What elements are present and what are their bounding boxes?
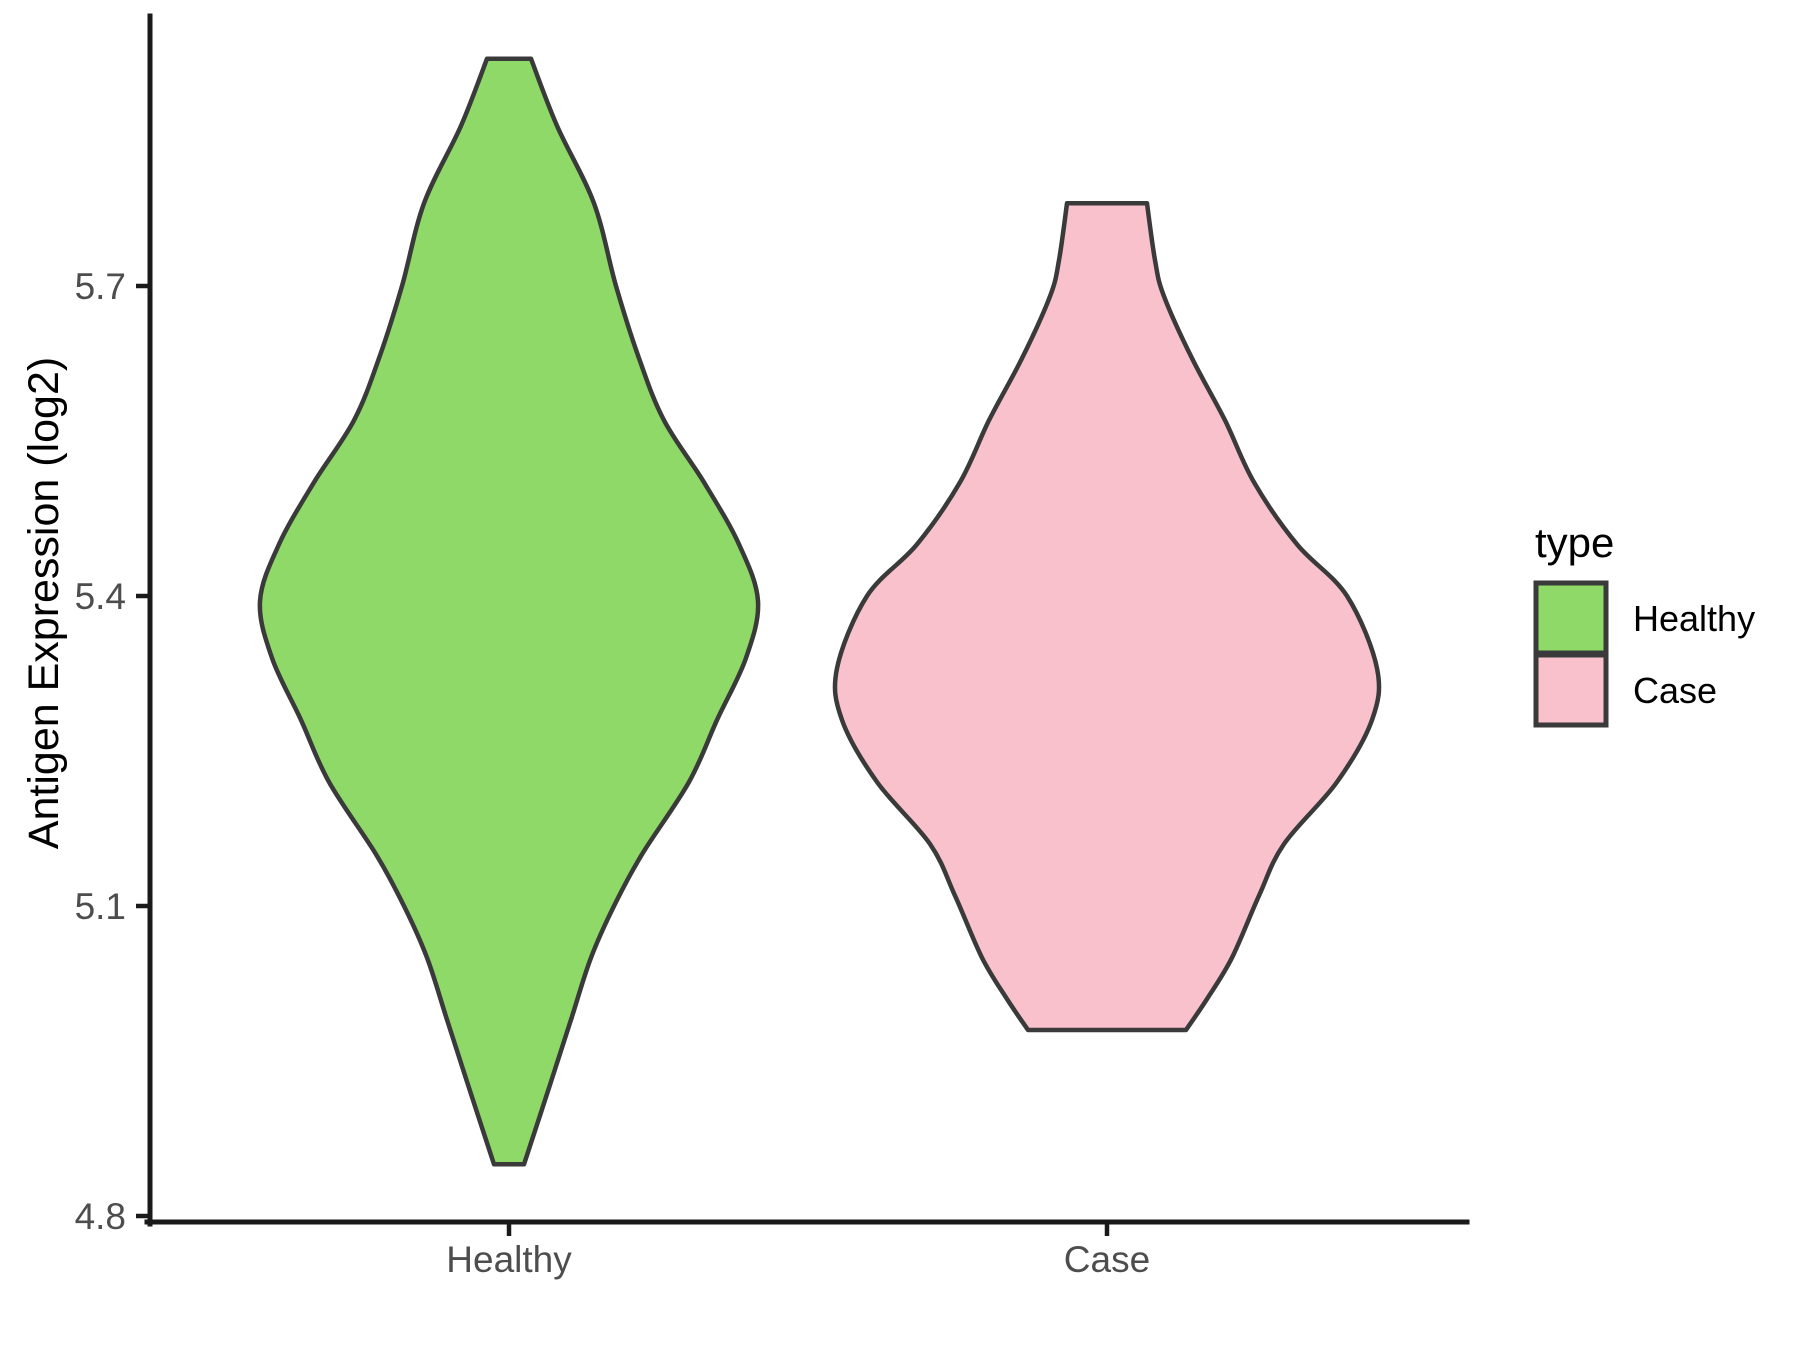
- x-tick-group: Healthy Case: [446, 1222, 1150, 1280]
- violin-group: [257, 56, 1382, 1167]
- legend-key-case: [1533, 652, 1609, 728]
- y-tick-label: 4.8: [75, 1196, 126, 1237]
- legend-entries: Healthy Case: [1533, 580, 1755, 728]
- y-tick-label: 5.7: [75, 266, 126, 307]
- y-tick-group: 5.7 5.4 5.1 4.8: [75, 266, 150, 1237]
- legend-label-case: Case: [1633, 670, 1717, 711]
- y-axis-title: Antigen Expression (log2): [20, 357, 68, 849]
- legend-title: type: [1535, 519, 1614, 566]
- violin-healthy: [257, 56, 761, 1167]
- violin-case: [832, 201, 1382, 1033]
- legend-label-healthy: Healthy: [1633, 598, 1755, 639]
- x-category-label-healthy: Healthy: [446, 1239, 572, 1280]
- legend-key-healthy: [1533, 580, 1609, 656]
- y-axis: 5.7 5.4 5.1 4.8 Antigen Expression (log2): [20, 13, 153, 1237]
- x-category-label-case: Case: [1064, 1239, 1150, 1280]
- y-tick-label: 5.1: [75, 886, 126, 927]
- legend: type Healthy Case: [1533, 519, 1755, 728]
- y-tick-label: 5.4: [75, 576, 126, 617]
- x-axis: Healthy Case: [144, 1219, 1470, 1280]
